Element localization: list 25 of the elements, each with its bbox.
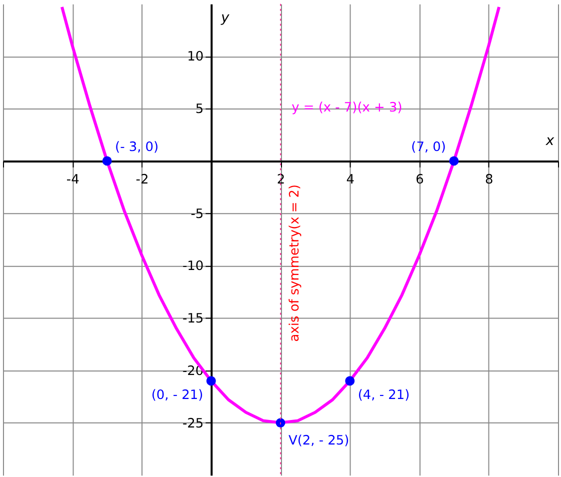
x-tick-label: -4 xyxy=(66,172,80,188)
annotation: (4, - 21) xyxy=(358,388,410,403)
x-tick-label: 4 xyxy=(346,172,354,188)
point xyxy=(102,156,112,166)
annotation: (- 3, 0) xyxy=(115,140,159,155)
text: y = (x - 7)(x + 3) xyxy=(292,100,402,116)
y-tick-label: -10 xyxy=(182,259,204,274)
y-tick-label: -5 xyxy=(190,206,204,222)
y-tick-label: 10 xyxy=(187,50,204,65)
annotation: (0, - 21) xyxy=(151,388,204,403)
ref-line-label: axis of symmetry(x = 2) xyxy=(287,184,302,342)
x-axis-title: x xyxy=(544,133,555,150)
point xyxy=(345,376,355,386)
annotation: V(2, - 25) xyxy=(288,434,350,449)
annotation: (7, 0) xyxy=(411,140,446,155)
point xyxy=(449,156,459,166)
x-tick-label: -2 xyxy=(136,172,149,188)
x-tick-label: 6 xyxy=(416,172,424,188)
y-axis-title: y xyxy=(220,10,230,26)
x-tick-label: 8 xyxy=(485,172,494,188)
y-tick-label: -15 xyxy=(182,312,204,327)
point xyxy=(206,376,216,386)
point xyxy=(276,418,286,428)
y-tick-label: 5 xyxy=(195,102,204,118)
y-tick-label: -25 xyxy=(182,416,204,432)
